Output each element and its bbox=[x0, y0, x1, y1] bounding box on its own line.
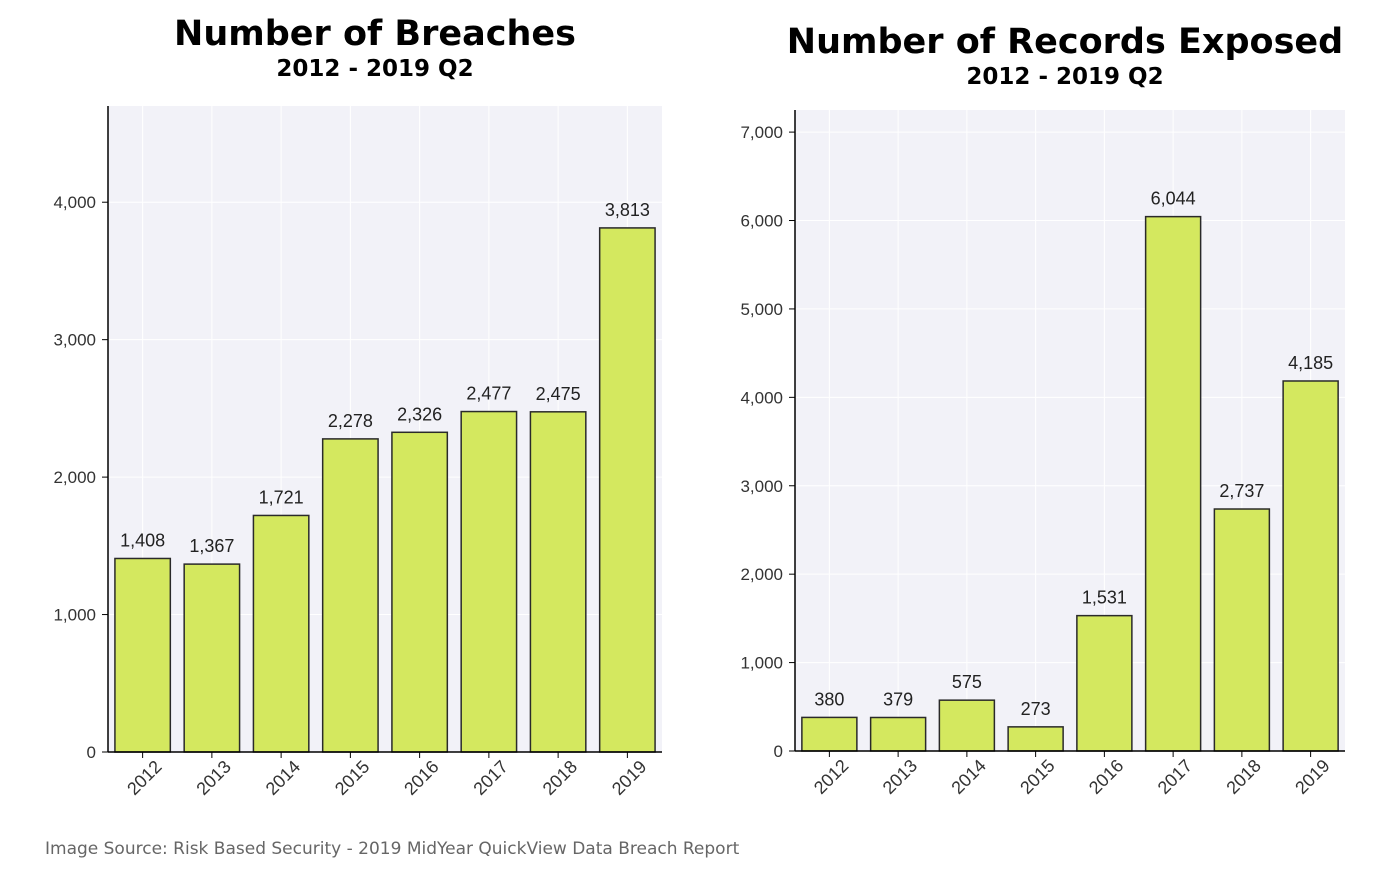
x-tick-label: 2014 bbox=[947, 756, 989, 798]
bar-2018 bbox=[529, 411, 587, 753]
y-tick-label: 3,000 bbox=[53, 331, 96, 350]
data-label: 380 bbox=[814, 689, 844, 709]
x-tick-label: 2018 bbox=[1222, 756, 1264, 798]
bar-2015 bbox=[321, 438, 379, 753]
data-label: 3,813 bbox=[605, 200, 650, 220]
y-tick-label: 5,000 bbox=[740, 300, 783, 319]
bar-2017 bbox=[1144, 215, 1202, 752]
data-label: 2,326 bbox=[397, 404, 442, 424]
data-label: 379 bbox=[883, 689, 913, 709]
x-tick-label: 2013 bbox=[192, 757, 234, 799]
bar-2018 bbox=[1213, 508, 1271, 752]
data-label: 1,531 bbox=[1082, 588, 1127, 608]
data-label: 2,477 bbox=[466, 384, 511, 404]
bar-2013 bbox=[869, 716, 927, 752]
y-tick-label: 7,000 bbox=[740, 123, 783, 142]
x-tick-label: 2017 bbox=[469, 757, 511, 799]
chart-title-breaches: Number of Breaches 2012 - 2019 Q2 bbox=[110, 14, 640, 84]
data-label: 2,737 bbox=[1219, 481, 1264, 501]
x-tick-label: 2015 bbox=[1016, 756, 1058, 798]
y-tick-label: 2,000 bbox=[53, 468, 96, 487]
data-label: 273 bbox=[1021, 699, 1051, 719]
chart-subtitle: 2012 - 2019 Q2 bbox=[276, 56, 474, 82]
y-tick-label: 2,000 bbox=[740, 565, 783, 584]
y-tick-label: 1,000 bbox=[740, 654, 783, 673]
image-source-caption: Image Source: Risk Based Security - 2019… bbox=[45, 839, 740, 859]
data-label: 1,721 bbox=[259, 487, 304, 507]
bar-2012 bbox=[801, 716, 858, 752]
x-tick-label: 2012 bbox=[810, 756, 852, 798]
chart-title: Number of Breaches bbox=[174, 14, 576, 54]
bar-2017 bbox=[460, 410, 518, 753]
y-tick-label: 3,000 bbox=[740, 477, 783, 496]
bar-2019 bbox=[598, 227, 656, 753]
bar-2014 bbox=[938, 699, 996, 752]
x-tick-label: 2016 bbox=[400, 757, 442, 799]
x-tick-label: 2017 bbox=[1154, 756, 1196, 798]
bar-2019 bbox=[1282, 380, 1339, 752]
data-label: 575 bbox=[952, 672, 982, 692]
bar-2015 bbox=[1007, 726, 1064, 752]
y-tick-label: 4,000 bbox=[53, 193, 96, 212]
x-tick-label: 2012 bbox=[123, 757, 165, 799]
data-label: 4,185 bbox=[1288, 353, 1333, 373]
x-tick-label: 2013 bbox=[879, 756, 921, 798]
bar-2016 bbox=[391, 431, 449, 753]
x-tick-label: 2019 bbox=[1291, 756, 1333, 798]
data-label: 2,475 bbox=[536, 384, 581, 404]
x-tick-label: 2018 bbox=[539, 757, 581, 799]
x-tick-label: 2016 bbox=[1085, 756, 1127, 798]
chart-title: Number of Records Exposed bbox=[786, 22, 1344, 62]
chart-subtitle: 2012 - 2019 Q2 bbox=[966, 64, 1164, 90]
x-tick-label: 2019 bbox=[608, 757, 650, 799]
data-label: 1,408 bbox=[120, 530, 165, 550]
bar-2014 bbox=[252, 514, 310, 753]
bar-2013 bbox=[183, 563, 241, 753]
x-tick-label: 2014 bbox=[262, 757, 304, 799]
y-tick-label: 6,000 bbox=[740, 212, 783, 231]
chart-title-records: Number of Records Exposed 2012 - 2019 Q2 bbox=[760, 22, 1370, 92]
y-tick-label: 1,000 bbox=[53, 606, 96, 625]
bar-2016 bbox=[1076, 614, 1133, 752]
data-label: 1,367 bbox=[189, 536, 234, 556]
x-tick-label: 2015 bbox=[331, 757, 373, 799]
bar-2012 bbox=[114, 557, 172, 753]
data-label: 6,044 bbox=[1151, 189, 1196, 209]
y-tick-label: 4,000 bbox=[740, 388, 783, 407]
y-tick-label: 0 bbox=[774, 742, 783, 761]
data-label: 2,278 bbox=[328, 411, 373, 431]
y-tick-label: 0 bbox=[87, 743, 96, 762]
